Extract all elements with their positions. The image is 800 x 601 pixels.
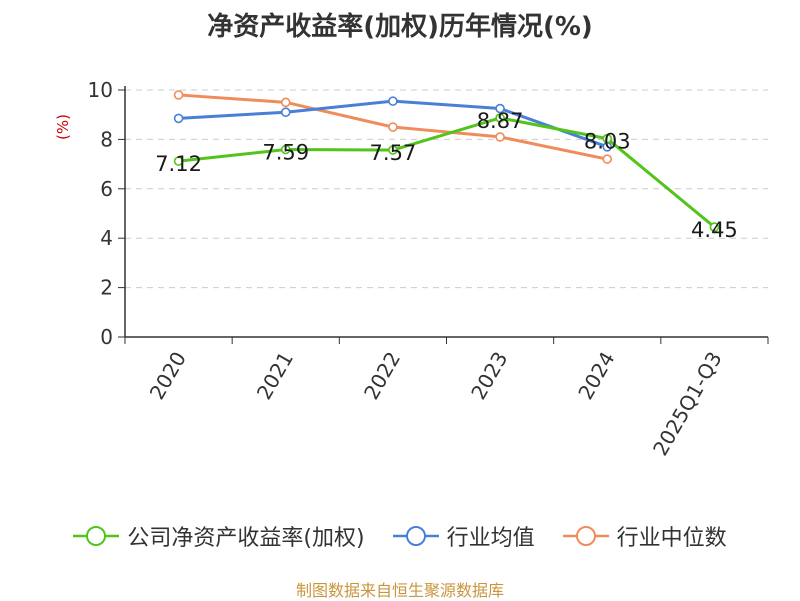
legend-item-industry-avg[interactable]: 行业均值 [392,520,535,552]
legend-item-company[interactable]: 公司净资产收益率(加权) [73,520,365,552]
data-point-1 [495,103,505,114]
legend-label-company: 公司净资产收益率(加权) [127,526,365,551]
y-tick-label: 2 [100,276,113,300]
data-point-2 [602,154,613,164]
x-tick-label: 2020 [145,348,191,404]
data-point-1 [388,96,398,106]
data-point-2 [280,97,291,108]
series-line-0 [178,116,716,229]
data-point-2 [173,90,184,100]
y-tick-label: 10 [88,78,113,102]
x-tick-label: 2021 [252,348,298,404]
data-label: 7.57 [370,141,417,165]
data-label: 8.03 [584,130,631,154]
data-point-0 [280,144,291,155]
data-label: 7.12 [155,152,202,176]
legend-industry-median-marker-icon [562,526,609,546]
data-point-2 [495,132,505,142]
data-point-1 [173,113,184,124]
x-tick-label: 2024 [573,348,619,404]
legend-industry-avg-marker-icon [392,526,439,546]
data-point-1 [280,107,291,118]
data-label: 4.45 [691,218,738,242]
data-label: 7.59 [262,141,309,165]
y-tick-label: 8 [100,127,113,151]
x-tick-label: 2022 [359,348,405,404]
data-point-2 [388,122,398,132]
x-tick-label: 2025Q1-Q3 [648,348,727,460]
data-point-0 [709,222,720,232]
y-tick-label: 4 [100,226,113,250]
data-label: 8.87 [477,109,524,133]
data-point-0 [173,156,184,166]
data-source-note: 制图数据来自恒生聚源数据库 [295,581,504,600]
data-point-0 [495,113,505,123]
legend-label-industry-median: 行业中位数 [616,526,727,551]
legend: 公司净资产收益率(加权) 行业均值 行业中位数 [0,520,800,552]
legend-item-industry-median[interactable]: 行业中位数 [562,520,727,552]
y-axis-unit-label: (%) [54,114,72,140]
legend-label-industry-avg: 行业均值 [446,526,535,551]
x-tick-label: 2023 [466,348,512,404]
chart-title: 净资产收益率(加权)历年情况(%) [207,12,593,42]
y-tick-label: 0 [100,325,113,349]
y-tick-label: 6 [100,177,113,201]
data-point-0 [388,145,398,155]
legend-company-marker-icon [73,526,120,546]
data-point-0 [602,133,613,144]
